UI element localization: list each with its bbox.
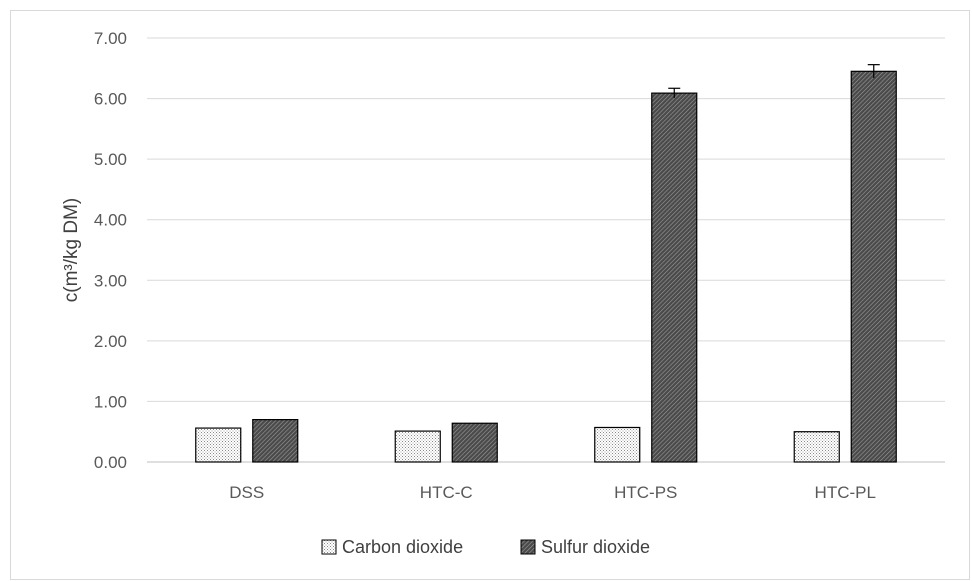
legend-label: Sulfur dioxide <box>541 537 650 557</box>
legend-swatch <box>520 539 536 555</box>
y-tick-label: 2.00 <box>94 332 127 351</box>
bar-sulfur-dioxide <box>252 419 299 463</box>
bar-carbon-dioxide <box>394 430 441 463</box>
x-tick-label: HTC-C <box>420 483 473 502</box>
y-axis-title: c(m³/kg DM) <box>61 198 82 302</box>
legend-swatch <box>321 539 337 555</box>
chart-frame <box>10 10 970 580</box>
legend: Carbon dioxide Sulfur dioxide <box>321 537 650 557</box>
legend-label: Carbon dioxide <box>342 537 463 557</box>
y-tick-label: 0.00 <box>94 453 127 472</box>
x-tick-label: DSS <box>229 483 264 502</box>
bar-carbon-dioxide <box>793 431 840 463</box>
bar-sulfur-dioxide <box>651 92 698 463</box>
y-tick-label: 5.00 <box>94 150 127 169</box>
x-axis-ticks: DSS HTC-C HTC-PS HTC-PL <box>229 483 876 502</box>
y-tick-label: 4.00 <box>94 211 127 230</box>
bar-sulfur-dioxide <box>850 70 897 463</box>
y-tick-label: 6.00 <box>94 90 127 109</box>
bar-sulfur-dioxide <box>451 422 498 463</box>
y-tick-label: 3.00 <box>94 271 127 290</box>
y-tick-label: 1.00 <box>94 392 127 411</box>
bar-carbon-dioxide <box>594 426 641 463</box>
bar-carbon-dioxide <box>195 427 242 463</box>
y-tick-label: 7.00 <box>94 29 127 48</box>
bars <box>195 64 897 463</box>
x-tick-label: HTC-PL <box>815 483 876 502</box>
x-tick-label: HTC-PS <box>614 483 677 502</box>
gridlines <box>147 37 945 463</box>
y-axis-ticks: 0.00 1.00 2.00 3.00 4.00 5.00 6.00 7.00 <box>94 29 127 472</box>
